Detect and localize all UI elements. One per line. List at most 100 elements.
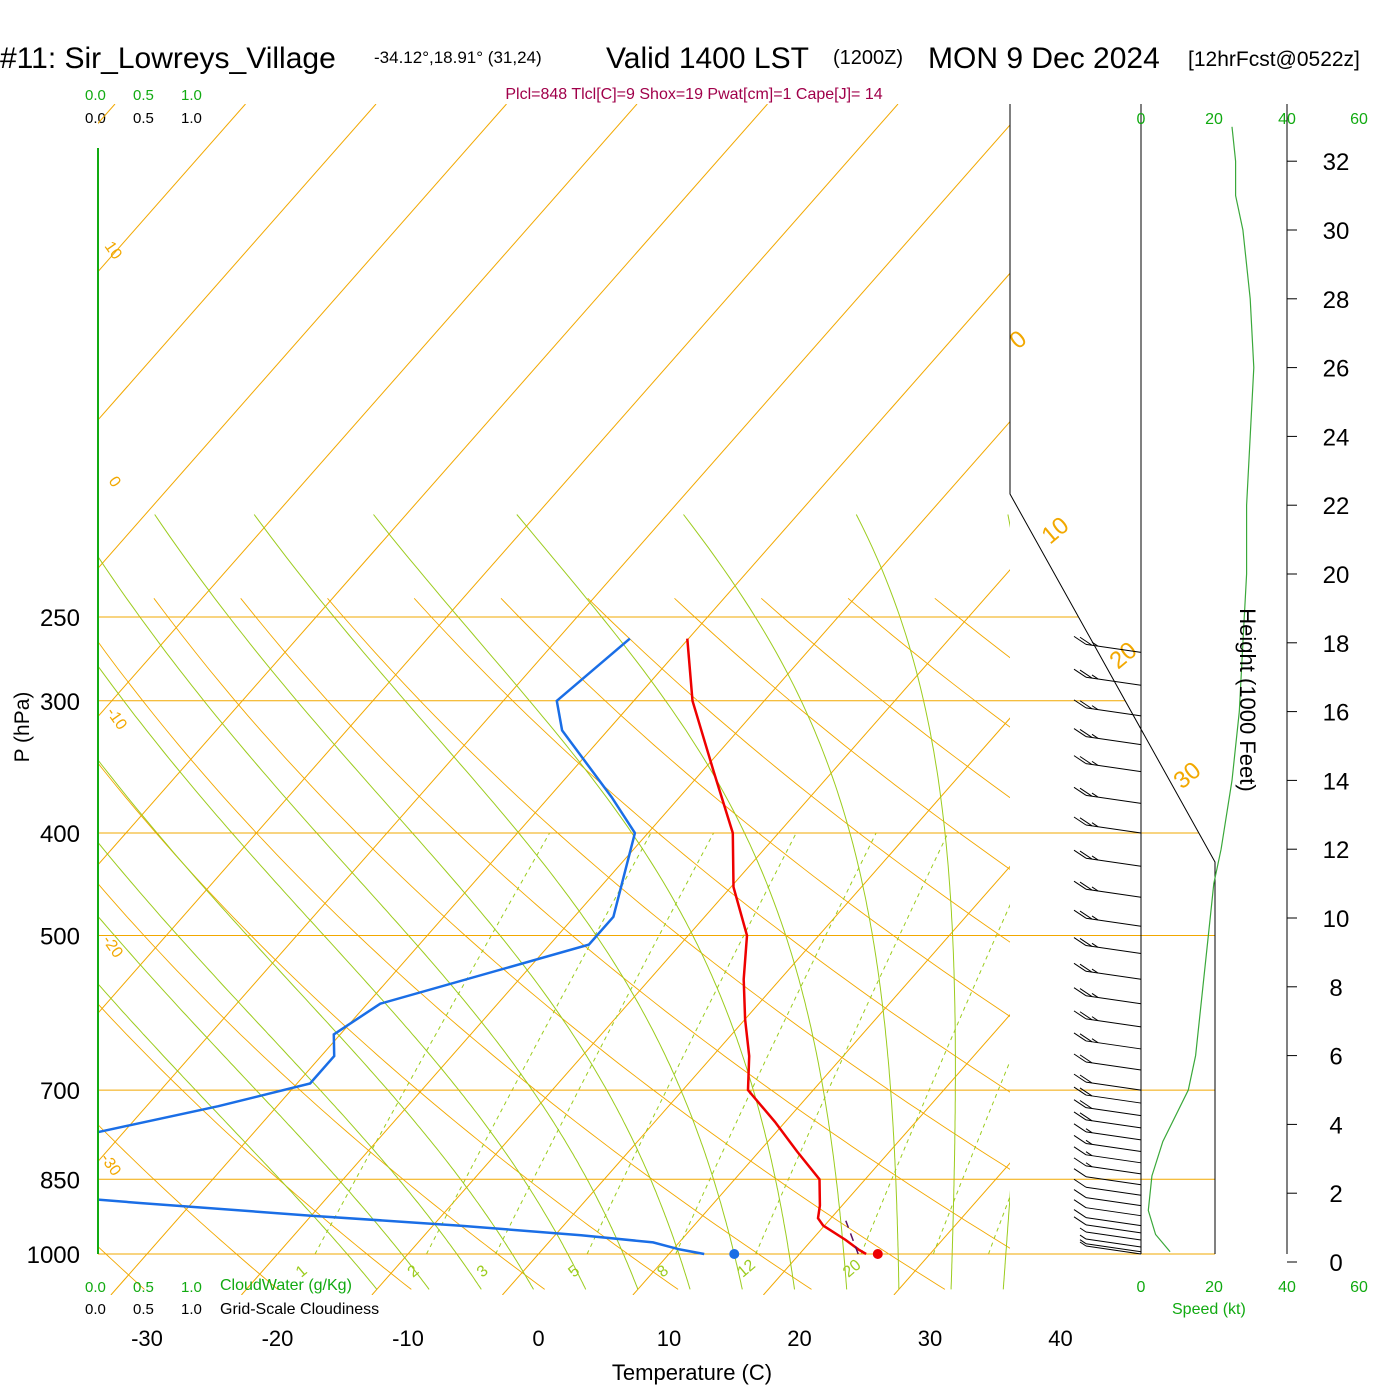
height-tick-label: 22 xyxy=(1323,493,1350,520)
wind-barb-shaft xyxy=(1085,1243,1142,1253)
isotherm-line xyxy=(632,865,1010,1295)
temperature-tick-label: 20 xyxy=(787,1326,811,1351)
wind-barb xyxy=(1073,909,1142,927)
speed-scale-top: 0 20 40 60 xyxy=(1137,111,1368,128)
pressure-tick-label: 850 xyxy=(40,1167,80,1194)
wind-barb xyxy=(1073,1189,1142,1207)
wind-barb xyxy=(1073,1157,1142,1175)
wind-barb-shaft xyxy=(1085,1131,1142,1141)
wind-barb-shaft xyxy=(1085,1176,1142,1186)
wind-barb-half xyxy=(1085,1128,1093,1134)
wind-barb xyxy=(1073,1146,1142,1164)
wind-barb xyxy=(1073,816,1142,834)
zulu-time: (1200Z) xyxy=(833,47,903,69)
wind-barb-half xyxy=(1079,1234,1087,1240)
wind-barb xyxy=(1073,1099,1142,1117)
moist-adiabat-line xyxy=(154,514,691,1290)
wind-barb xyxy=(1073,1168,1142,1186)
wind-barb-shaft xyxy=(1085,1224,1142,1234)
dry-adiabat-line xyxy=(153,598,946,1290)
surface-temperature-dot xyxy=(872,1249,883,1259)
pressure-tick-label: 500 xyxy=(40,924,80,951)
moist-adiabat-line xyxy=(98,555,639,1290)
wind-barb xyxy=(1073,1111,1142,1129)
dry-adiabat-line xyxy=(761,597,1010,799)
wind-barb-flag xyxy=(1073,1209,1087,1218)
wind-barb-half xyxy=(1091,705,1099,711)
wind-barb-flag xyxy=(1073,1053,1087,1063)
pressure-tick-label: 250 xyxy=(40,605,80,632)
wind-barb-half xyxy=(1091,792,1099,798)
height-tick-label: 26 xyxy=(1323,356,1350,383)
wind-barb-half xyxy=(1085,1162,1093,1168)
wind-barb-half xyxy=(1091,993,1099,998)
wind-barb-flag xyxy=(1073,1073,1087,1083)
temperature-tick-label: -20 xyxy=(262,1326,294,1351)
temperature-tick-label: -10 xyxy=(392,1326,424,1351)
speed-tick-bottom: 20 xyxy=(1205,1279,1223,1296)
surface-dewpoint-dot xyxy=(729,1249,740,1259)
temperature-tick-label: 10 xyxy=(657,1326,681,1351)
wind-barb-flag xyxy=(1073,755,1087,765)
wind-barb-half xyxy=(1091,760,1099,766)
wind-barb-shaft xyxy=(1085,945,1142,955)
cloudwater-tick-top: 0.0 xyxy=(85,87,106,104)
wind-barb xyxy=(1073,668,1142,686)
isotherm-line xyxy=(371,569,1010,1295)
height-tick-label: 4 xyxy=(1329,1112,1342,1139)
speed-tick-top: 60 xyxy=(1350,111,1368,128)
wind-barb-shaft xyxy=(1085,1081,1142,1091)
dry-adiabat-line xyxy=(587,597,1010,943)
wind-barb-shaft xyxy=(1085,857,1142,867)
mixing-ratio-label: 3 xyxy=(474,1262,492,1281)
pressure-tick-label: 400 xyxy=(40,821,80,848)
cloudiness-tick-bottom: 0.5 xyxy=(133,1301,154,1318)
moist-adiabat-line xyxy=(253,514,743,1290)
wind-barb-flag xyxy=(1073,816,1087,826)
wind-barb-flag xyxy=(1073,1189,1087,1199)
mixing-ratio-label: 2 xyxy=(405,1262,423,1281)
wind-barb-shaft xyxy=(1085,707,1142,717)
cloudiness-tick-bottom: 1.0 xyxy=(181,1301,202,1318)
wind-barb-flag xyxy=(1073,937,1087,946)
dry-adiabat-line xyxy=(240,598,1010,1249)
isotherm-line xyxy=(98,104,507,569)
wind-barb-flag xyxy=(1079,963,1093,973)
wind-barb-flag xyxy=(1073,909,1087,919)
dry-adiabat-line xyxy=(98,1003,412,1290)
wind-barb-flag xyxy=(1079,910,1093,920)
wind-barb xyxy=(1073,1178,1142,1196)
wind-barb-half xyxy=(1091,641,1099,647)
wind-barb-flag xyxy=(1079,881,1093,891)
cloudwater-tick-bottom: 0.0 xyxy=(85,1279,106,1296)
wind-barb xyxy=(1079,1241,1142,1255)
height-tick-label: 6 xyxy=(1329,1044,1342,1071)
isotherm-label: 0 xyxy=(1005,325,1033,354)
wind-speed-profile xyxy=(1147,126,1255,1253)
wind-barb-flag xyxy=(1073,786,1087,796)
wind-barb xyxy=(1073,728,1142,746)
wind-barb-flag xyxy=(1073,849,1087,859)
wind-barb-flag xyxy=(1079,850,1093,860)
wind-barb-shaft xyxy=(1085,1154,1142,1164)
wind-barb-shaft xyxy=(1085,1142,1142,1152)
dry-adiabat-line xyxy=(98,1124,279,1290)
isotherm-line xyxy=(98,104,899,1014)
dry-adiabat-line xyxy=(0,598,11,1289)
mixing-ratio-label: 12 xyxy=(734,1257,759,1282)
isotherm-label: 20 xyxy=(1105,637,1143,675)
wind-barb xyxy=(1073,1209,1142,1227)
wind-barb xyxy=(1079,1239,1142,1253)
wind-barb-flag xyxy=(1079,988,1093,997)
mixing-ratio-label: 20 xyxy=(840,1257,865,1282)
cloudiness-tick-bottom: 0.0 xyxy=(85,1301,106,1318)
station-title: #11: Sir_Lowreys_Village xyxy=(0,42,336,75)
wind-barb-flag xyxy=(1079,700,1093,710)
wind-barb-shaft xyxy=(1085,824,1142,834)
wind-barb-half xyxy=(1079,1227,1087,1233)
dry-adiabat-label: -20 xyxy=(99,933,126,962)
wind-barb-flag xyxy=(1079,1087,1093,1097)
wind-barb-flag xyxy=(1073,635,1087,645)
cloudiness-tick-top: 0.0 xyxy=(85,110,106,127)
wind-barb-flag xyxy=(1073,1168,1087,1178)
